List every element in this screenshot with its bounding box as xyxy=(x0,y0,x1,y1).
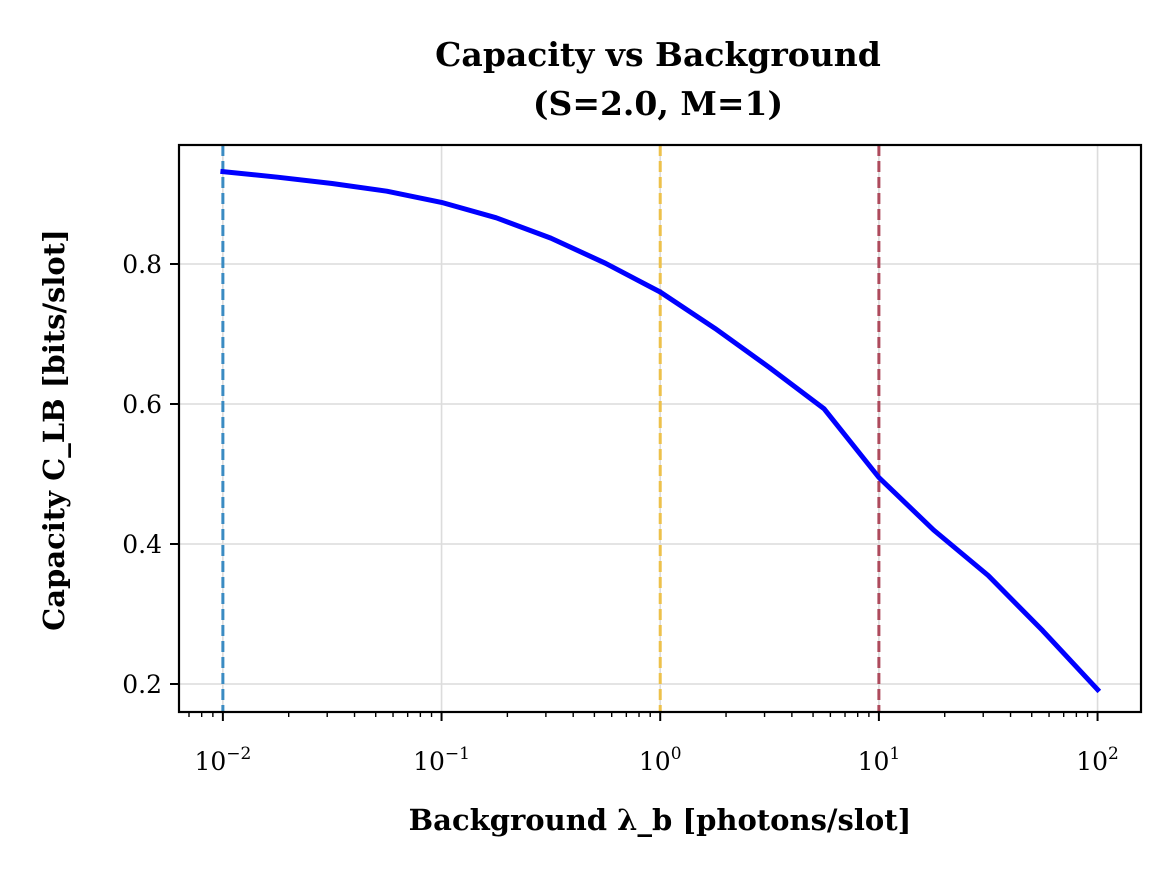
ticks: 10−2 10−1 100 101 102 0.2 0.4 0.6 0.8 xyxy=(122,250,1119,776)
chart-subtitle: (S=2.0, M=1) xyxy=(533,84,783,123)
x-tick-label: 102 xyxy=(1076,744,1119,776)
x-tick-label: 101 xyxy=(858,744,901,776)
capacity-series-line xyxy=(220,168,1102,694)
series-layer xyxy=(220,168,1102,694)
reference-lines xyxy=(221,145,881,712)
y-tick-label: 0.8 xyxy=(122,250,162,279)
y-tick-label: 0.4 xyxy=(122,530,162,559)
x-tick-label: 10−1 xyxy=(413,744,470,776)
y-tick-label: 0.2 xyxy=(122,670,162,699)
y-tick-label: 0.6 xyxy=(122,390,162,419)
y-axis-label: Capacity C_LB [bits/slot] xyxy=(37,229,71,631)
chart-title: Capacity vs Background xyxy=(435,35,881,74)
x-tick-label: 100 xyxy=(639,744,682,776)
x-tick-label: 10−2 xyxy=(194,744,251,776)
x-axis-label: Background λ_b [photons/slot] xyxy=(409,803,912,837)
